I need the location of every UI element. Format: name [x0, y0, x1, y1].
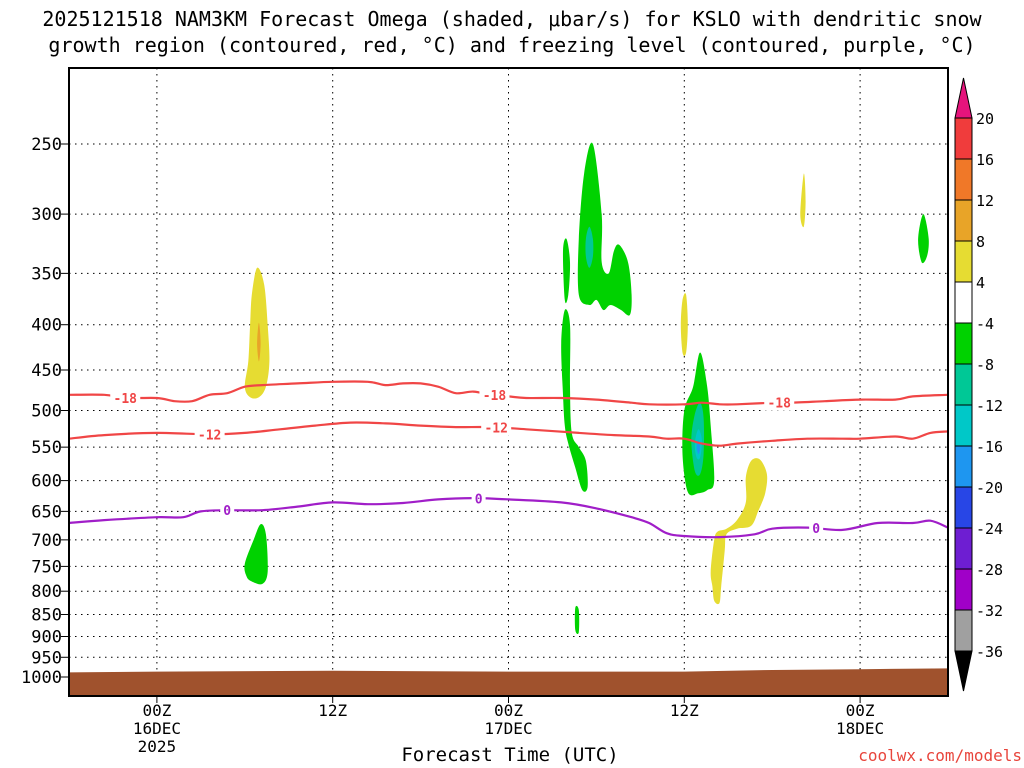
colorbar-label-4: 4: [976, 274, 985, 292]
y-tick-label-700: 700: [31, 531, 62, 551]
x-tick-label-20-0: 00Z: [494, 701, 523, 720]
contour-label-bg-dgz-minus18-2: [764, 394, 795, 411]
x-tick-label-0-2: 2025: [138, 737, 177, 756]
contour-label-dgz-minus12-0: -12: [198, 428, 221, 443]
colorbar-bin--16-to--12: [954, 404, 973, 447]
colorbar-under-arrow: [954, 650, 973, 692]
omega-shading: [244, 142, 929, 635]
y-tick-label-800: 800: [31, 582, 62, 602]
contour-label-dgz-minus18-0: -18: [114, 392, 138, 407]
colorbar: 20 16 12 8 4 -4 -8 -12 -16 -20 -24 -28 -32 -36: [954, 77, 1003, 692]
colorbar-label-11: -28: [976, 561, 1003, 579]
colorbar-label-8: -16: [976, 438, 1003, 456]
omega-region-green-sliver-a: [562, 238, 571, 304]
x-tick-label-40-1: 18DEC: [836, 719, 884, 738]
y-tick-label-250: 250: [31, 135, 62, 155]
omega-region-green-plume-b: [561, 309, 588, 492]
x-tick-label-0-0: 00Z: [142, 701, 171, 720]
colorbar-bin--36-to--32: [954, 609, 973, 652]
y-tick-label-850: 850: [31, 606, 62, 626]
omega-region-yellow-sliver-d: [680, 293, 688, 356]
terrain-fill: [69, 668, 948, 696]
contour-label-freezing-level-2: 0: [812, 522, 820, 537]
x-tick-label-30-0: 12Z: [670, 701, 699, 720]
plot-background: [69, 68, 948, 696]
y-tick-label-350: 350: [31, 264, 62, 284]
colorbar-bin--8-to--4: [954, 322, 973, 365]
colorbar-label-12: -32: [976, 602, 1003, 620]
y-tick-label-950: 950: [31, 648, 62, 668]
credit-text: coolwx.com/models: [858, 746, 1022, 765]
contour-label-bg-freezing-level-0: [220, 502, 235, 519]
colorbar-bin-8-to-12: [954, 199, 973, 242]
terrain-ground: [69, 668, 948, 696]
y-tick-label-750: 750: [31, 557, 62, 577]
contour-label-bg-freezing-level-2: [809, 520, 824, 537]
colorbar-label-10: -24: [976, 520, 1003, 538]
colorbar-bin-4-to-8: [954, 240, 973, 283]
y-tick-label-550: 550: [31, 438, 62, 458]
x-tick-label-40-0: 00Z: [846, 701, 875, 720]
colorbar-label-2: 12: [976, 192, 994, 210]
y-tick-label-650: 650: [31, 502, 62, 522]
omega-region-orange-core-1: [257, 322, 261, 362]
contour-label-dgz-minus18-2: -18: [767, 397, 791, 412]
x-tick-label-0-1: 16DEC: [133, 719, 181, 738]
colorbar-bin-12-to-16: [954, 158, 973, 201]
x-tick-label-20-1: 17DEC: [484, 719, 532, 738]
contour-label-bg-dgz-minus12-1: [481, 419, 512, 436]
colorbar-label-3: 8: [976, 233, 985, 251]
colorbar-bin--12-to--8: [954, 363, 973, 406]
x-axis-label: Forecast Time (UTC): [401, 744, 619, 766]
colorbar-bin--28-to--24: [954, 527, 973, 570]
y-tick-label-400: 400: [31, 316, 62, 336]
contour-label-freezing-level-0: 0: [223, 504, 231, 519]
omega-region-yellow-fleck-f: [800, 173, 806, 228]
x-tick-label-10-0: 12Z: [318, 701, 347, 720]
contour-line-dgz-minus12: [69, 421, 948, 447]
colorbar-bin--32-to--28: [954, 568, 973, 611]
omega-region-yellow-blob-e: [710, 458, 768, 605]
colorbar-label-1: 16: [976, 151, 994, 169]
colorbar-label-0: 20: [976, 110, 994, 128]
omega-region-yellow-blob-1: [244, 267, 270, 399]
contour-label-bg-dgz-minus18-1: [479, 387, 510, 404]
omega-region-green-blob-g: [918, 214, 929, 264]
chart-title-line-2: growth region (contoured, red, °C) and f…: [48, 33, 976, 57]
colorbar-bin--20-to--16: [954, 445, 973, 488]
omega-region-teal-core-a: [585, 226, 594, 268]
colorbar-over-arrow: [954, 77, 973, 119]
colorbar-bin-16-to-20: [954, 117, 973, 160]
y-tick-label-1000: 1000: [21, 668, 62, 688]
colorbar-label-9: -20: [976, 479, 1003, 497]
colorbar-label-6: -8: [976, 356, 994, 374]
contour-label-bg-freezing-level-1: [471, 490, 486, 507]
contour-label-freezing-level-1: 0: [475, 492, 483, 507]
y-tick-label-300: 300: [31, 205, 62, 225]
y-tick-label-600: 600: [31, 472, 62, 492]
contour-label-dgz-minus18-1: -18: [483, 389, 507, 404]
omega-region-green-blob-1: [244, 524, 268, 585]
contour-label-dgz-minus12-1: -12: [484, 421, 507, 436]
y-tick-label-450: 450: [31, 361, 62, 381]
colorbar-bin--24-to--20: [954, 486, 973, 529]
colorbar-label-7: -12: [976, 397, 1003, 415]
colorbar-bin--4-to-4: [954, 281, 973, 324]
y-axis-ticks: 2503003504004505005506006507007508008509…: [21, 135, 69, 688]
y-tick-label-500: 500: [31, 402, 62, 422]
colorbar-label-13: -36: [976, 643, 1003, 661]
colorbar-label-5: -4: [976, 315, 994, 333]
omega-region-green-plume-a: [577, 142, 632, 316]
chart-title-line-1: 2025121518 NAM3KM Forecast Omega (shaded…: [42, 7, 982, 31]
contour-lines: -18 -18 -18 -12 -12 0 0 0: [69, 380, 948, 539]
y-tick-label-900: 900: [31, 627, 62, 647]
contour-label-bg-dgz-minus18-0: [110, 389, 141, 406]
omega-region-green-dot: [574, 605, 580, 635]
contour-label-bg-dgz-minus12-0: [194, 426, 225, 443]
